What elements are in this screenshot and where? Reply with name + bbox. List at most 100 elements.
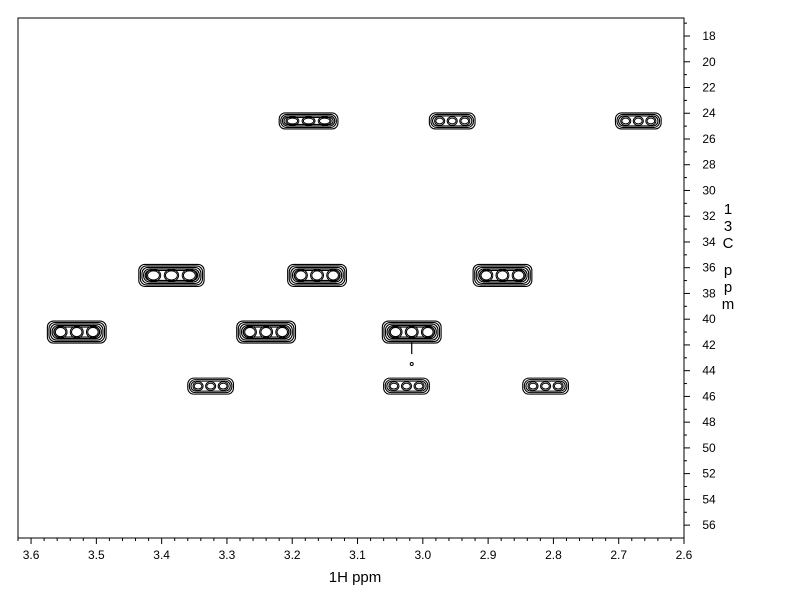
y-tick-label: 52 bbox=[702, 467, 716, 481]
contour-level bbox=[46, 320, 107, 344]
y-tick-label: 54 bbox=[702, 492, 716, 506]
contour-level bbox=[290, 266, 344, 284]
contour-lobe bbox=[480, 270, 493, 281]
contour-level bbox=[293, 269, 341, 281]
contour-lobe bbox=[388, 381, 400, 392]
cross-peak bbox=[614, 112, 662, 130]
contour-lobe bbox=[276, 327, 289, 338]
contour-lobe bbox=[317, 116, 332, 126]
contour-level bbox=[139, 265, 204, 286]
contour-level bbox=[48, 322, 106, 343]
contour-lobe bbox=[405, 327, 418, 338]
contour-level bbox=[281, 115, 336, 127]
contour-lobe bbox=[435, 117, 444, 125]
contour-level bbox=[522, 377, 569, 395]
y-tick-label: 56 bbox=[702, 518, 716, 532]
contour-lobe bbox=[420, 325, 435, 339]
x-tick-label: 3.0 bbox=[414, 548, 431, 562]
contour-level bbox=[472, 263, 533, 287]
contour-lobe bbox=[217, 381, 229, 392]
contour-level bbox=[239, 323, 293, 341]
cross-peak bbox=[522, 377, 569, 395]
contour-level bbox=[523, 379, 568, 394]
y-tick-label: 30 bbox=[702, 183, 716, 197]
contour-lobe bbox=[496, 270, 509, 281]
contour-lobe bbox=[389, 382, 399, 390]
x-tick-label: 3.2 bbox=[284, 548, 301, 562]
contour-lobe bbox=[53, 325, 68, 339]
y-tick-label: 34 bbox=[702, 235, 716, 249]
contour-lobe bbox=[192, 381, 204, 392]
contour-lobe bbox=[460, 117, 470, 125]
contour-level bbox=[283, 116, 334, 126]
contour-lobe bbox=[147, 270, 160, 281]
contour-level bbox=[188, 379, 233, 394]
contour-lobe bbox=[434, 116, 446, 126]
contour-level bbox=[138, 263, 205, 287]
contour-lobe bbox=[447, 117, 457, 125]
contour-lobe bbox=[163, 268, 180, 282]
contour-level bbox=[383, 377, 430, 395]
contour-lobe bbox=[553, 382, 563, 390]
contour-lobe bbox=[275, 325, 290, 339]
cross-peak bbox=[236, 320, 297, 344]
contour-level bbox=[242, 326, 290, 338]
contour-lobe bbox=[645, 116, 657, 126]
contour-lobe bbox=[446, 116, 458, 126]
contour-lobe bbox=[285, 116, 300, 126]
cross-peak bbox=[187, 377, 235, 395]
contour-lobe bbox=[302, 117, 315, 125]
contour-lobe bbox=[259, 325, 274, 339]
cross-peak bbox=[287, 263, 347, 287]
y-tick-label: 22 bbox=[702, 81, 716, 95]
cross-peak bbox=[138, 263, 205, 287]
contour-lobe bbox=[495, 268, 510, 282]
contour-lobe bbox=[87, 327, 99, 338]
contour-lobe bbox=[646, 117, 656, 125]
y-tick-label: 38 bbox=[702, 286, 716, 300]
contour-lobe bbox=[286, 117, 299, 125]
contour-level bbox=[278, 112, 339, 130]
y-tick-label: 40 bbox=[702, 312, 716, 326]
contour-level bbox=[383, 322, 441, 343]
contour-lobe bbox=[293, 268, 308, 282]
contour-lobe bbox=[541, 382, 550, 390]
contour-level bbox=[288, 265, 346, 286]
contour-lobe bbox=[193, 382, 203, 390]
contour-lobe bbox=[621, 117, 631, 125]
y-tick-label: 28 bbox=[702, 158, 716, 172]
contour-lobe bbox=[632, 116, 644, 126]
contour-lobe bbox=[310, 268, 325, 282]
x-tick-label: 2.9 bbox=[480, 548, 497, 562]
contour-level bbox=[478, 269, 527, 281]
contour-lobe bbox=[205, 381, 217, 392]
contour-lobe bbox=[511, 268, 526, 282]
contour-lobe bbox=[301, 116, 316, 126]
contour-lobe bbox=[260, 327, 272, 338]
contour-lobe bbox=[326, 268, 341, 282]
contour-lobe bbox=[69, 325, 84, 339]
contour-level bbox=[618, 115, 659, 127]
y-tick-label: 48 bbox=[702, 415, 716, 429]
peak-artifact-dot bbox=[409, 362, 414, 367]
contour-level bbox=[475, 266, 530, 284]
x-axis: 3.6 3.5 3.4 3.3 3.2 3.1 3.0 2.9 2.8 2.7 2.6 bbox=[17, 538, 693, 562]
contour-lobe bbox=[242, 325, 257, 339]
contour-lobe bbox=[145, 268, 162, 282]
cross-peak bbox=[383, 377, 430, 395]
contour-level bbox=[614, 112, 662, 130]
contour-peaks bbox=[46, 112, 662, 395]
contour-lobe bbox=[528, 382, 538, 390]
contour-level bbox=[384, 379, 429, 394]
x-tick-label: 2.8 bbox=[545, 548, 562, 562]
contour-lobe bbox=[71, 327, 83, 338]
contour-lobe bbox=[527, 381, 539, 392]
contour-level bbox=[237, 322, 295, 343]
contour-lobe bbox=[388, 325, 403, 339]
contour-lobe bbox=[218, 382, 228, 390]
contour-level bbox=[384, 323, 439, 341]
x-tick-label: 3.3 bbox=[219, 548, 236, 562]
contour-level bbox=[616, 113, 661, 129]
